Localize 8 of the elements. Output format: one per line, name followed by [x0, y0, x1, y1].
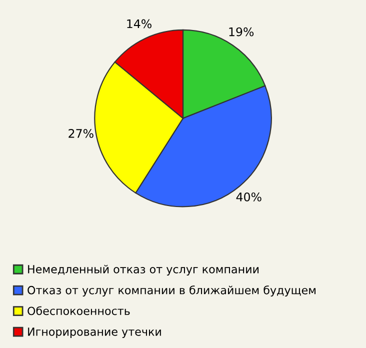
data-label: 19% [229, 27, 254, 36]
data-label: 14% [127, 19, 152, 28]
legend-label: Немедленный отказ от услуг компании [28, 264, 259, 276]
legend-label: Игнорирование утечки [28, 328, 161, 338]
legend-label: Обеспокоенность [28, 306, 130, 316]
data-label: 40% [236, 192, 262, 202]
legend-label: Отказ от услуг компании в ближайшем будущем [28, 286, 316, 296]
data-label: 27% [68, 128, 94, 138]
